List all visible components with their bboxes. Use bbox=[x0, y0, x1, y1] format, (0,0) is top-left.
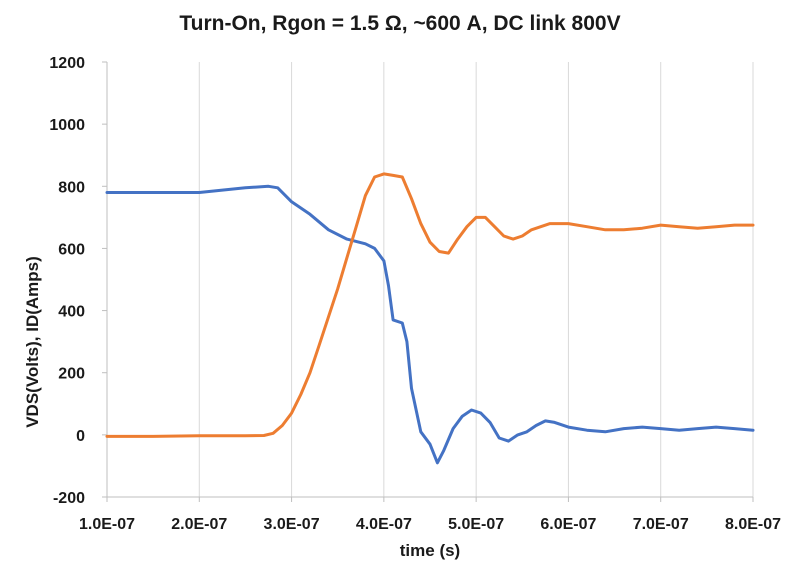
y-tick-label: 800 bbox=[58, 179, 85, 196]
series-group bbox=[105, 172, 755, 465]
y-tick-label: 200 bbox=[58, 366, 85, 383]
axes bbox=[106, 62, 753, 498]
x-tick-label: 6.0E-07 bbox=[540, 516, 596, 533]
x-axis-ticks: 1.0E-07 2.0E-07 3.0E-07 4.0E-07 5.0E-07 6.0E-… bbox=[79, 497, 781, 533]
chart-title: Turn-On, Rgon = 1.5 Ω, ~600 A, DC link 8… bbox=[179, 12, 620, 35]
x-axis-title: time (s) bbox=[400, 541, 460, 560]
y-tick-label: -200 bbox=[53, 490, 85, 507]
y-axis-title: VDS(Volts), ID(Amps) bbox=[23, 256, 42, 428]
x-tick-label: 8.0E-07 bbox=[725, 516, 781, 533]
x-tick-label: 1.0E-07 bbox=[79, 516, 135, 533]
y-tick-label: 600 bbox=[58, 241, 85, 258]
x-tick-label: 5.0E-07 bbox=[448, 516, 504, 533]
x-tick-label: 4.0E-07 bbox=[356, 516, 412, 533]
y-tick-label: 400 bbox=[58, 304, 85, 321]
y-tick-label: 1200 bbox=[49, 55, 85, 72]
x-tick-label: 2.0E-07 bbox=[171, 516, 227, 533]
x-tick-label: 3.0E-07 bbox=[264, 516, 320, 533]
y-axis-ticks: -200 0 200 400 600 800 1000 1200 bbox=[49, 55, 107, 507]
y-tick-label: 0 bbox=[76, 428, 85, 445]
y-tick-label: 1000 bbox=[49, 117, 85, 134]
series-line-2 bbox=[105, 172, 755, 438]
x-tick-label: 7.0E-07 bbox=[633, 516, 689, 533]
series-line-1 bbox=[105, 184, 755, 465]
grid bbox=[198, 62, 754, 497]
